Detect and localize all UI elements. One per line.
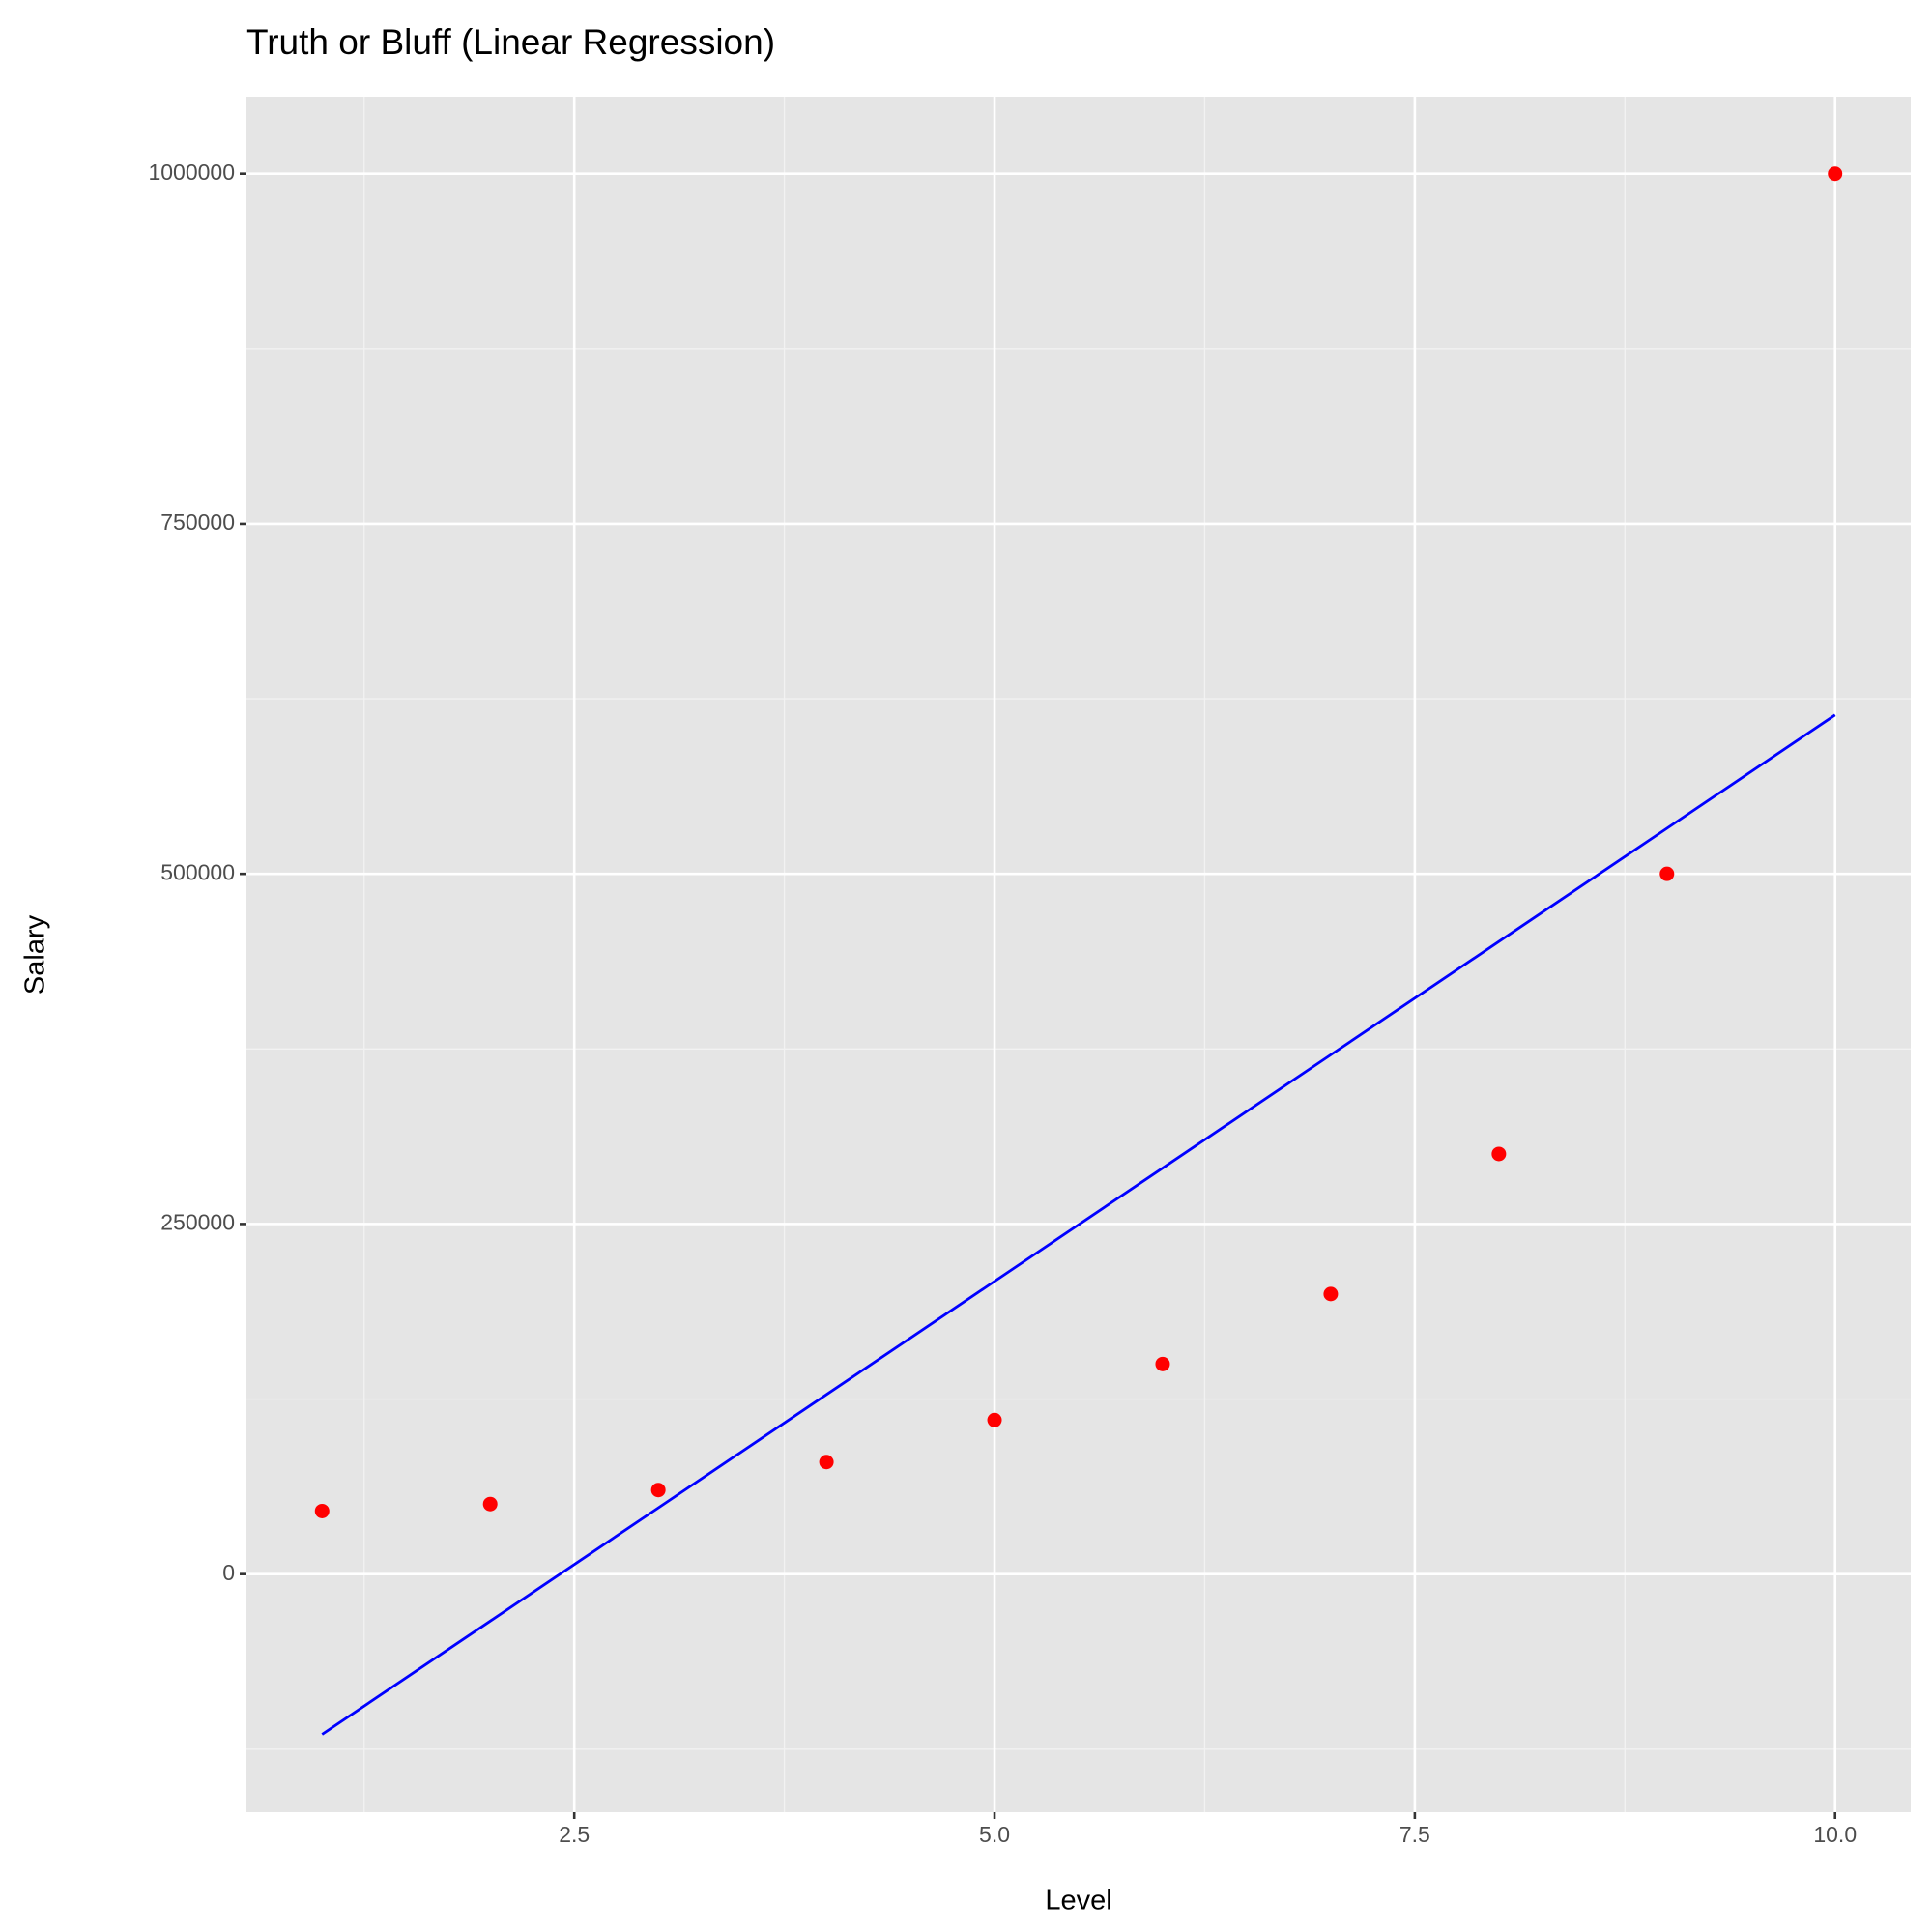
- y-axis-label: Salary: [20, 914, 51, 995]
- point: [482, 1496, 498, 1512]
- x-tick-label: 10.0: [1813, 1822, 1857, 1847]
- point: [1323, 1286, 1339, 1302]
- point: [1659, 866, 1675, 881]
- marks: [314, 166, 1843, 1736]
- point: [1828, 166, 1843, 182]
- y-tick-label: 500000: [160, 859, 235, 884]
- y-tick-label: 750000: [160, 509, 235, 534]
- panel: [246, 97, 1911, 1812]
- line: [321, 713, 1836, 1736]
- point: [987, 1412, 1002, 1427]
- point: [650, 1483, 666, 1498]
- y-tick-label: 1000000: [148, 159, 235, 185]
- x-axis-label: Level: [1045, 1886, 1111, 1917]
- x-tick-label: 5.0: [979, 1822, 1010, 1847]
- grid: 2.5 5.0 7.5 10.0 0 250000 500000 750000 1000000: [148, 97, 1911, 1847]
- y-tick-label: 250000: [160, 1210, 235, 1235]
- point: [314, 1503, 330, 1518]
- x-tick-label: 7.5: [1399, 1822, 1430, 1847]
- point: [1155, 1356, 1170, 1371]
- y-tick-label: 0: [222, 1560, 235, 1585]
- point: [819, 1455, 834, 1470]
- chart-title: Truth or Bluff (Linear Regression): [246, 22, 775, 62]
- point: [1491, 1146, 1507, 1162]
- x-tick-label: 2.5: [559, 1822, 590, 1847]
